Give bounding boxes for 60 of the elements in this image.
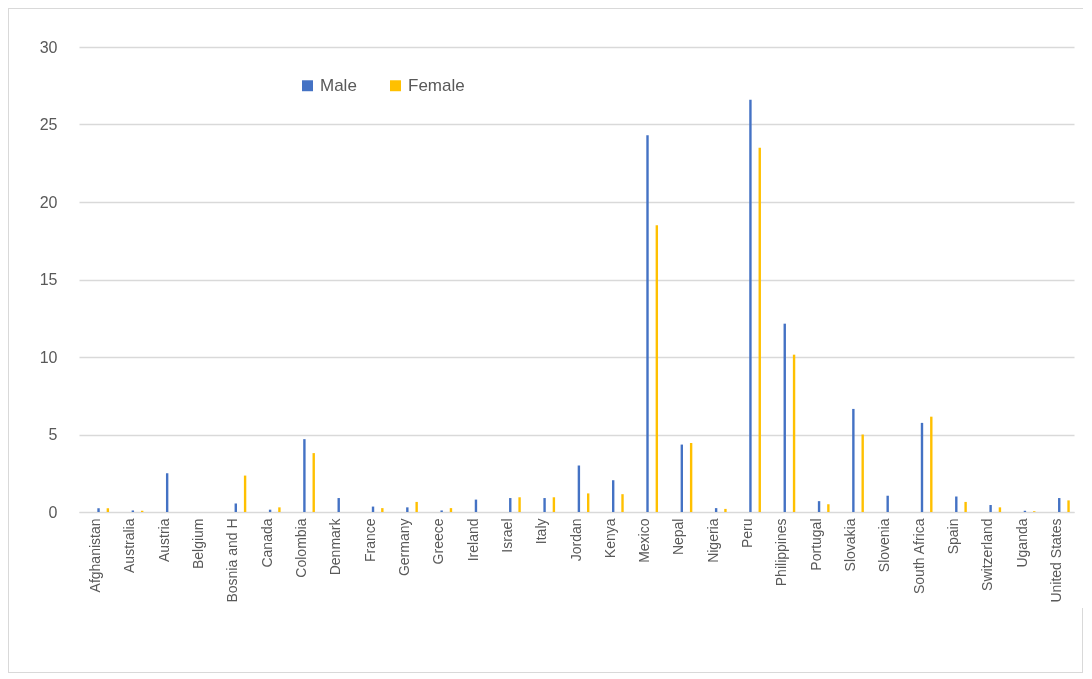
y-tick-label: 0 [48, 503, 58, 521]
x-tick-label: Slovakia [841, 518, 858, 572]
y-tick-label: 15 [39, 271, 58, 288]
x-tick-label: Switzerland [979, 518, 996, 591]
bar [278, 507, 281, 512]
y-tick-label: 30 [39, 38, 58, 56]
x-tick-label: Belgium [190, 518, 207, 570]
bar [861, 434, 864, 512]
x-tick-label: Afghanistan [87, 518, 104, 593]
y-tick-label: 10 [39, 348, 58, 366]
x-tick-label: Kenya [601, 518, 618, 559]
x-tick-label: Greece [430, 518, 447, 565]
bar [886, 495, 889, 512]
x-tick-label: Portugal [807, 518, 824, 571]
bar [930, 416, 933, 512]
y-tick-label: 5 [48, 426, 58, 443]
x-tick-label: Israel [498, 518, 515, 553]
bar [234, 503, 237, 512]
bar [989, 505, 992, 512]
bar [724, 508, 727, 512]
x-tick-label: Jordan [567, 518, 584, 562]
x-tick-label: Peru [739, 518, 756, 549]
bar [998, 507, 1002, 512]
bar [749, 99, 752, 512]
x-tick-label: Nigeria [704, 518, 721, 563]
x-tick-label: United States [1047, 518, 1064, 603]
x-tick-label: Austria [155, 518, 172, 563]
x-tick-label: Colombia [293, 518, 310, 578]
bar [827, 504, 830, 512]
bar [964, 501, 967, 512]
x-tick-label: South Africa [910, 518, 927, 594]
y-tick-label: 20 [39, 193, 58, 211]
bar [852, 408, 855, 512]
x-tick-label: Germany [395, 518, 412, 577]
x-tick-label: Spain [944, 518, 961, 555]
bar [303, 439, 306, 512]
bar [646, 135, 649, 512]
legend-label: Female [408, 75, 465, 95]
x-tick-label: Uganda [1013, 518, 1030, 568]
bar [543, 498, 546, 512]
x-tick-label: Nepal [670, 518, 687, 556]
legend-label: Male [320, 75, 357, 95]
bar [1067, 500, 1070, 512]
bar [381, 508, 384, 512]
x-tick-label: Bosnia and H [224, 518, 241, 603]
x-tick-label: France [361, 518, 378, 563]
bar [415, 501, 418, 512]
x-tick-label: Denmark [327, 517, 344, 576]
bar [518, 497, 521, 512]
x-tick-label: Canada [258, 518, 275, 568]
bar [406, 507, 409, 512]
x-tick-label: Italy [533, 518, 550, 545]
y-tick-label: 25 [39, 116, 58, 133]
bar [97, 508, 100, 512]
x-tick-label: Australia [121, 518, 138, 573]
bar [621, 494, 624, 512]
x-tick-label: Ireland [464, 518, 481, 562]
x-tick-label: Mexico [636, 518, 653, 563]
x-tick-label: Philippines [773, 518, 790, 587]
x-tick-label: Slovenia [876, 518, 893, 573]
